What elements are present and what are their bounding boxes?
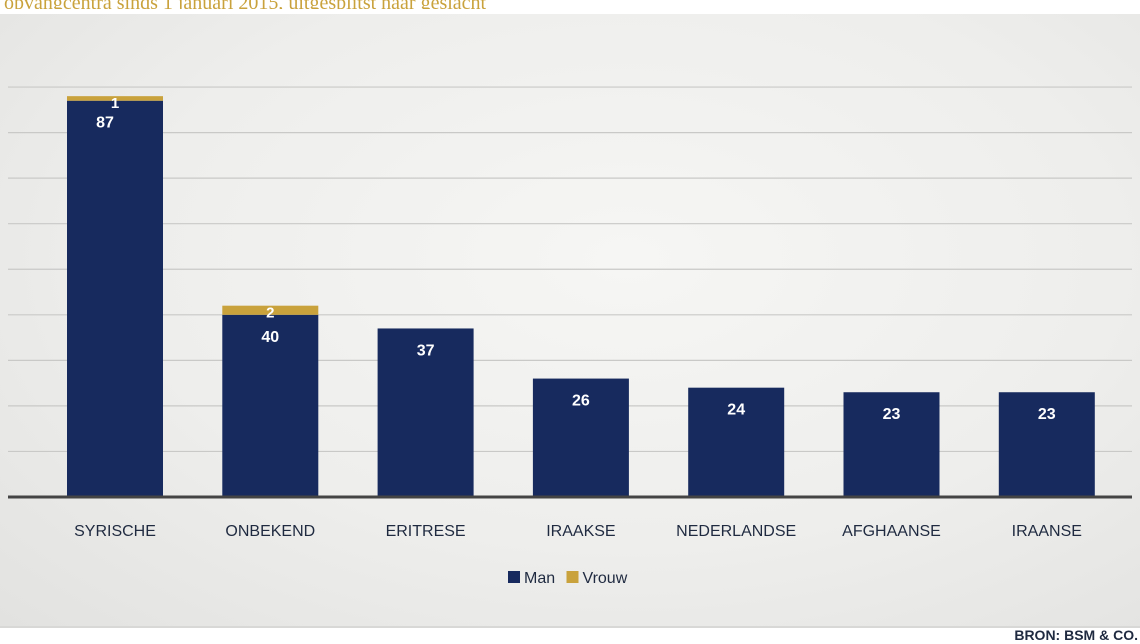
legend-label: Man: [524, 570, 555, 587]
bar-man: [222, 314, 319, 497]
category-label: ONBEKEND: [225, 523, 315, 540]
data-label-man: 23: [1038, 406, 1056, 423]
bar-chart: 1 87 2 40 37 26 24 23 23 SYRISCHE ONBEKEND ERITRES…: [8, 86, 1132, 587]
bar-man: [843, 392, 940, 497]
source-label: BRON: BSM & CO.: [1014, 627, 1138, 643]
legend-swatch: [566, 571, 579, 583]
category-label: IRAAKSE: [546, 523, 615, 540]
bar-man: [377, 328, 474, 497]
chart-panel: [0, 14, 1140, 628]
bar-man: [688, 387, 785, 497]
bar-man: [532, 378, 629, 497]
category-label: IRAANSE: [1012, 523, 1082, 540]
data-label-vrouw: 1: [111, 95, 119, 112]
category-label: NEDERLANDSE: [676, 523, 796, 540]
bar-man: [67, 100, 163, 497]
data-label-man: 40: [261, 329, 279, 346]
data-label-vrouw: 2: [266, 305, 274, 322]
bar-man: [998, 392, 1095, 497]
category-label: SYRISCHE: [74, 523, 156, 540]
bar-vrouw: [67, 96, 163, 101]
data-label-man: 87: [96, 115, 114, 132]
data-label-man: 26: [572, 393, 590, 410]
chart-subtitle: opvangcentra sinds 1 januari 2015, uitge…: [4, 0, 1004, 9]
category-labels: SYRISCHE ONBEKEND ERITRESE IRAAKSE NEDERLAND…: [74, 523, 1082, 540]
legend-swatch: [508, 571, 520, 583]
data-label-man: 37: [417, 342, 435, 359]
category-label: AFGHAANSE: [842, 523, 941, 540]
data-label-man: 23: [883, 406, 901, 423]
bar-vrouw: [222, 305, 319, 315]
legend: Man Vrouw: [508, 570, 628, 587]
category-label: ERITRESE: [386, 523, 466, 540]
data-label-man: 24: [727, 402, 745, 419]
bars: 1 87 2 40 37 26 24 23 23: [67, 95, 1095, 497]
legend-label: Vrouw: [583, 570, 628, 587]
